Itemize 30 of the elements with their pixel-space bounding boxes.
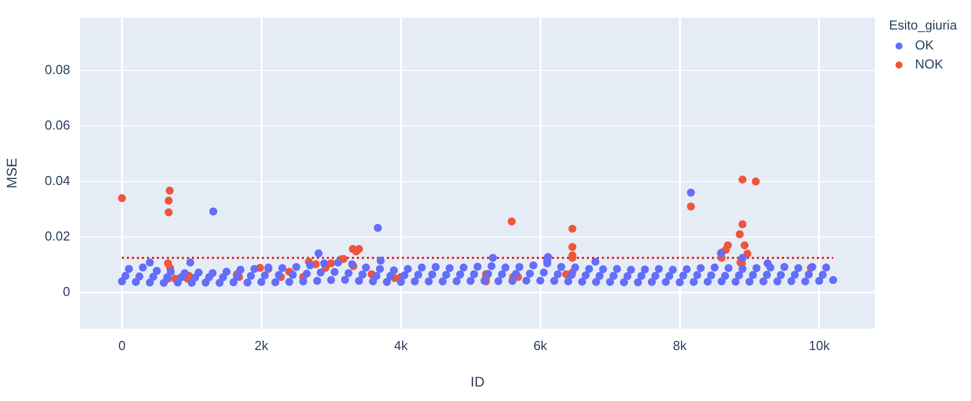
point (164, 208, 173, 216)
y-tick-label: 0.02 (44, 228, 70, 244)
y-tick-label: 0 (62, 284, 70, 300)
x-tick-label: 10k (808, 338, 830, 353)
x-tick-label: 2k (254, 338, 269, 353)
legend-label: NOK (915, 56, 944, 72)
point (736, 230, 744, 238)
x-axis-title: ID (470, 373, 485, 390)
point (355, 244, 364, 253)
point (752, 178, 760, 186)
y-tick-label: 0.08 (44, 62, 70, 78)
x-tick-label: 0 (118, 338, 126, 353)
legend-title: Esito_giuria (889, 18, 958, 33)
point (738, 176, 747, 184)
y-axis-title: MSE (3, 158, 20, 188)
x-tick-label: 4k (394, 338, 408, 353)
point (738, 220, 747, 228)
y-tick-label: 0.04 (44, 173, 70, 188)
point (686, 202, 695, 210)
point (508, 217, 516, 226)
point (740, 241, 749, 250)
point (164, 196, 173, 205)
point (568, 243, 576, 252)
point (568, 224, 576, 233)
legend-label: OK (915, 38, 934, 53)
point (166, 186, 174, 195)
point (118, 194, 126, 202)
y-tick-label: 0.06 (44, 118, 70, 133)
x-tick-label: 6k (533, 338, 548, 353)
x-tick-label: 8k (672, 338, 688, 353)
